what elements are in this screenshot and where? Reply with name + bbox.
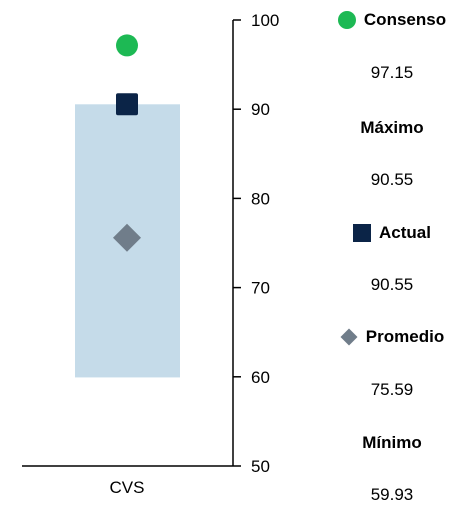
legend-label-consenso: Consenso	[363, 10, 447, 29]
legend-item-actual: Actual	[318, 221, 466, 245]
legend-item-maximo: Máximo	[318, 116, 466, 140]
circle-marker-icon	[337, 11, 356, 29]
markers	[113, 34, 141, 252]
y-tick-label: 50	[251, 457, 270, 476]
legend: Consenso 97.15 Máximo 90.55 Actual 90.55…	[318, 0, 466, 504]
y-axis-ticks: 50 60 70 80 90 100	[233, 11, 279, 476]
y-tick-label: 70	[251, 279, 270, 298]
legend-label-promedio: Promedio	[365, 327, 445, 346]
y-tick-label: 90	[251, 100, 270, 119]
square-marker-icon	[353, 224, 372, 242]
legend-value-promedio: 75.59	[370, 380, 414, 399]
legend-value-maximo: 90.55	[370, 170, 414, 189]
diamond-marker-icon	[340, 328, 358, 346]
legend-label-maximo: Máximo	[360, 118, 424, 137]
legend-value-minimo: 59.93	[370, 485, 414, 504]
y-tick-label: 80	[251, 189, 270, 208]
y-tick-label: 100	[251, 11, 279, 30]
range-chart: 50 60 70 80 90 100 CVS	[22, 11, 279, 497]
legend-label-minimo: Mínimo	[362, 433, 422, 452]
legend-value-actual: 90.55	[370, 275, 414, 294]
legend-item-minimo: Mínimo	[318, 431, 466, 455]
category-label: CVS	[110, 478, 145, 497]
legend-value-consenso: 97.15	[370, 63, 414, 82]
marker-circle-consenso	[116, 34, 138, 57]
marker-square-actual	[116, 93, 138, 116]
marker-diamond-promedio	[113, 223, 141, 252]
y-tick-label: 60	[251, 368, 270, 387]
legend-item-consenso: Consenso	[318, 8, 466, 32]
legend-label-actual: Actual	[379, 223, 431, 242]
legend-item-promedio: Promedio	[318, 325, 466, 349]
